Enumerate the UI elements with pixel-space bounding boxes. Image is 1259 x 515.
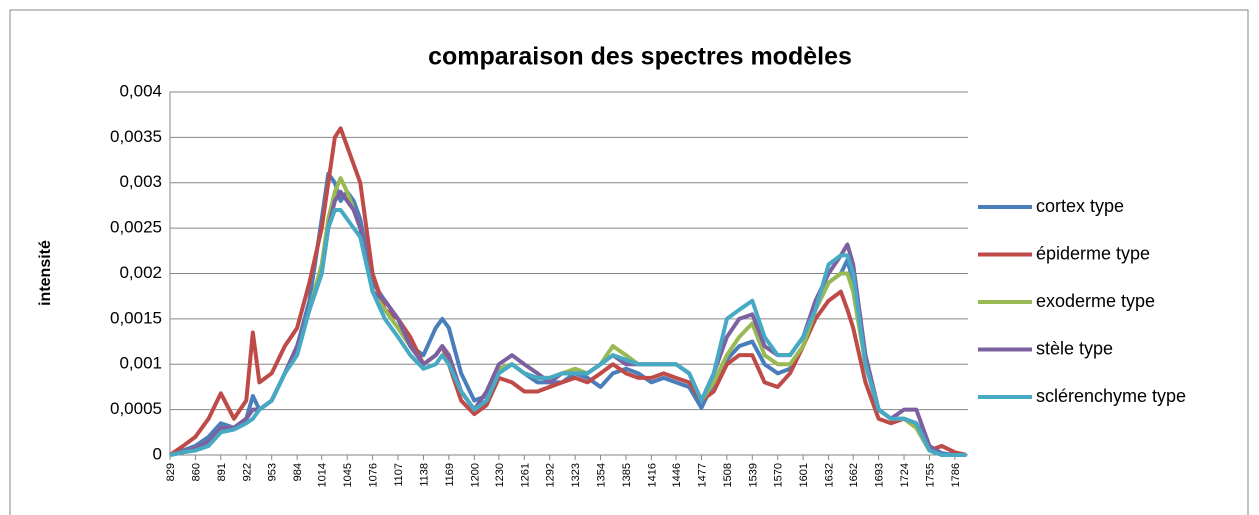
series-line [169,207,967,457]
x-tick-label: 1508 [722,463,734,487]
x-tick-label: 1354 [596,463,608,487]
x-tick-label: 1601 [798,463,810,487]
x-tick-label: 1169 [444,463,456,487]
x-tick-label: 1014 [317,463,329,487]
x-tick-label: 1755 [924,463,936,487]
series-line [168,126,967,457]
x-tick-label: 1446 [671,463,683,487]
x-tick-label: 1261 [519,463,531,487]
x-tick-label: 953 [267,463,279,481]
x-tick-label: 1200 [469,463,481,487]
x-tick-label: 1662 [848,463,860,487]
x-tick-label: 1693 [874,463,886,487]
x-tick-label: 1385 [621,463,633,487]
legend-label: épiderme type [1036,243,1150,263]
x-tick-label: 1724 [899,463,911,487]
y-tick-label: 0,0005 [110,399,162,418]
chart-title: comparaison des spectres modèles [428,43,852,71]
x-tick-label: 1076 [368,463,380,487]
y-tick-label: 0,0025 [110,218,162,237]
y-tick-label: 0,001 [119,354,162,373]
x-tick-label: 1786 [950,463,962,487]
x-tick-label: 1045 [342,463,354,487]
x-tick-label: 922 [241,463,253,481]
x-tick-label: 829 [165,463,177,481]
y-tick-label: 0,002 [119,263,162,282]
legend-label: cortex type [1036,196,1124,216]
x-tick-label: 1539 [747,463,759,487]
legend-label: stèle type [1036,338,1113,358]
x-tick-label: 891 [216,463,228,481]
y-tick-label: 0 [153,444,162,463]
y-tick-label: 0,004 [119,81,162,100]
x-tick-label: 1107 [393,463,405,487]
y-axis-label: intensité [37,240,54,306]
y-tick-label: 0,0035 [110,127,162,146]
legend-label: exoderme type [1036,291,1155,311]
x-tick-label: 1138 [418,463,430,487]
x-tick-label: 1230 [494,463,506,487]
x-tick-label: 1570 [773,463,785,487]
y-tick-label: 0,003 [119,172,162,191]
x-tick-label: 1292 [545,463,557,487]
x-tick-label: 1477 [696,463,708,487]
x-tick-label: 860 [190,463,202,481]
y-tick-label: 0,0015 [110,308,162,327]
legend-label: sclérenchyme type [1036,386,1186,406]
x-tick-label: 984 [292,463,304,481]
x-tick-label: 1323 [570,463,582,487]
x-tick-label: 1632 [824,463,836,487]
x-tick-label: 1416 [646,463,658,487]
